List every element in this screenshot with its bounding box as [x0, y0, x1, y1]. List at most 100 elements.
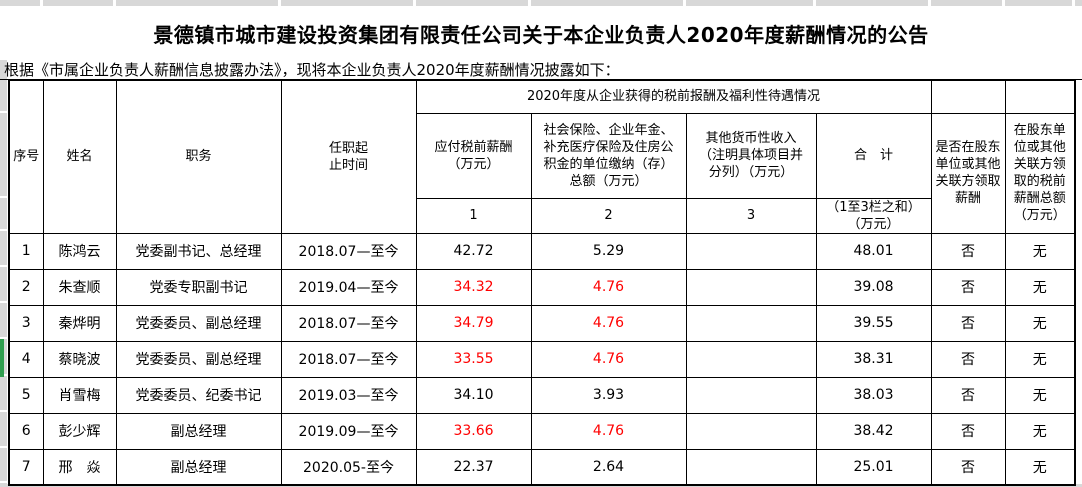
header-col-no-1: 1 [415, 197, 532, 234]
cell-tenure: 2020.05-至今 [280, 448, 417, 486]
header-empty-shareholder-paid [930, 79, 1006, 114]
cell-pretax: 34.32 [415, 268, 532, 306]
header-empty-shareholder-amount [1004, 79, 1076, 114]
header-col-no-2: 2 [530, 197, 687, 234]
cell-shareholder-amount: 无 [1004, 304, 1076, 342]
cell-shareholder-amount: 无 [1004, 268, 1076, 306]
cell-shareholder-amount: 无 [1004, 376, 1076, 414]
cell-other-income [685, 232, 817, 270]
cell-total: 25.01 [815, 448, 932, 486]
cell-shareholder-paid: 否 [930, 412, 1006, 450]
header-position: 职务 [115, 79, 282, 234]
intro-text: 根据《市属企业负责人薪酬信息披露办法》，现将本企业负责人2020年度薪酬情况披露… [4, 61, 620, 79]
cell-tenure: 2018.07—至今 [280, 340, 417, 378]
cell-name: 陈鸿云 [42, 232, 117, 270]
header-total: 合 计 [815, 112, 932, 199]
excel-top-gutter [0, 0, 1082, 6]
cell-insurance: 5.29 [530, 232, 687, 270]
header-col-no-3: 3 [685, 197, 817, 234]
cell-seq: 1 [8, 232, 44, 270]
cell-name: 邢 焱 [42, 448, 117, 486]
cell-other-income [685, 340, 817, 378]
cell-total: 38.03 [815, 376, 932, 414]
cell-pretax: 34.79 [415, 304, 532, 342]
cell-shareholder-amount: 无 [1004, 340, 1076, 378]
cell-shareholder-paid: 否 [930, 268, 1006, 306]
excel-row-gutter [0, 60, 7, 487]
cell-insurance: 2.64 [530, 448, 687, 486]
table-row: 7 邢 焱 副总经理 2020.05-至今 22.37 2.64 25.01 否… [8, 448, 1076, 486]
cell-total: 39.08 [815, 268, 932, 306]
cell-name: 蔡晓波 [42, 340, 117, 378]
cell-shareholder-paid: 否 [930, 340, 1006, 378]
cell-insurance: 4.76 [530, 412, 687, 450]
cell-tenure: 2019.04—至今 [280, 268, 417, 306]
header-other-income: 其他货币性收入 （注明具体项目并 分列）（万元） [685, 112, 817, 199]
cell-seq: 5 [8, 376, 44, 414]
header-band-2: 应付税前薪酬 （万元） 社会保险、企业年金、 补充医疗保险及住房公 积金的单位缴… [9, 112, 1076, 234]
cell-total: 39.55 [815, 304, 932, 342]
cell-pretax: 42.72 [415, 232, 532, 270]
table-row: 1 陈鸿云 党委副书记、总经理 2018.07—至今 42.72 5.29 48… [8, 232, 1076, 270]
header-pretax: 应付税前薪酬 （万元） [415, 112, 532, 199]
header-name: 姓名 [42, 79, 117, 234]
header-insurance: 社会保险、企业年金、 补充医疗保险及住房公 积金的单位缴纳（存） 总额（万元） [530, 112, 687, 199]
table-row: 6 彭少辉 副总经理 2019.09—至今 33.66 4.76 38.42 否… [8, 412, 1076, 450]
header-group-2020: 2020年度从企业获得的税前报酬及福利性待遇情况 [415, 79, 932, 114]
cell-position: 党委副书记、总经理 [115, 232, 282, 270]
cell-shareholder-amount: 无 [1004, 232, 1076, 270]
cell-name: 肖雪梅 [42, 376, 117, 414]
cell-tenure: 2018.07—至今 [280, 232, 417, 270]
header-shareholder-amount: 在股东单位或其他关联方领取的税前薪酬总额（万元） [1004, 112, 1076, 234]
cell-shareholder-paid: 否 [930, 304, 1006, 342]
cell-seq: 6 [8, 412, 44, 450]
cell-other-income [685, 304, 817, 342]
cell-position: 副总经理 [115, 448, 282, 486]
cell-other-income [685, 376, 817, 414]
cell-pretax: 33.55 [415, 340, 532, 378]
header-tenure: 任职起 止时间 [280, 79, 417, 234]
cell-shareholder-paid: 否 [930, 376, 1006, 414]
header-total-note: （1至3栏之和） （万元） [815, 197, 932, 234]
cell-tenure: 2018.07—至今 [280, 304, 417, 342]
cell-seq: 3 [8, 304, 44, 342]
cell-other-income [685, 448, 817, 486]
cell-other-income [685, 412, 817, 450]
cell-tenure: 2019.09—至今 [280, 412, 417, 450]
table-row: 3 秦烨明 党委委员、副总经理 2018.07—至今 34.79 4.76 39… [8, 304, 1076, 342]
cell-total: 38.31 [815, 340, 932, 378]
table-row: 2 朱查顺 党委专职副书记 2019.04—至今 34.32 4.76 39.0… [8, 268, 1076, 306]
header-band-3: 1 2 3 （1至3栏之和） （万元） [9, 197, 1075, 234]
cell-shareholder-amount: 无 [1004, 448, 1076, 486]
cell-insurance: 3.93 [530, 376, 687, 414]
cell-position: 党委委员、纪委书记 [115, 376, 282, 414]
cell-total: 38.42 [815, 412, 932, 450]
cell-seq: 2 [8, 268, 44, 306]
cell-position: 副总经理 [115, 412, 282, 450]
header-band-1: 序号 姓名 职务 任职起 止时间 2020年度从企业获得的税前报酬及福利性待遇情… [8, 79, 1076, 234]
cell-name: 彭少辉 [42, 412, 117, 450]
table-row: 5 肖雪梅 党委委员、纪委书记 2019.03—至今 34.10 3.93 38… [8, 376, 1076, 414]
cell-seq: 4 [8, 340, 44, 378]
cell-pretax: 22.37 [415, 448, 532, 486]
cell-name: 秦烨明 [42, 304, 117, 342]
cell-seq: 7 [8, 448, 44, 486]
cell-insurance: 4.76 [530, 340, 687, 378]
header-shareholder-paid: 是否在股东单位或其他关联方领取薪酬 [930, 112, 1006, 234]
salary-table: 序号 姓名 职务 任职起 止时间 2020年度从企业获得的税前报酬及福利性待遇情… [8, 79, 1077, 486]
table-row: 4 蔡晓波 党委委员、副总经理 2018.07—至今 33.55 4.76 38… [8, 340, 1076, 378]
cell-pretax: 34.10 [415, 376, 532, 414]
row-selection-marker [0, 339, 4, 377]
cell-total: 48.01 [815, 232, 932, 270]
cell-position: 党委委员、副总经理 [115, 304, 282, 342]
cell-shareholder-paid: 否 [930, 232, 1006, 270]
cell-tenure: 2019.03—至今 [280, 376, 417, 414]
cell-shareholder-amount: 无 [1004, 412, 1076, 450]
cell-other-income [685, 268, 817, 306]
cell-position: 党委委员、副总经理 [115, 340, 282, 378]
cell-insurance: 4.76 [530, 268, 687, 306]
cell-shareholder-paid: 否 [930, 448, 1006, 486]
cell-position: 党委专职副书记 [115, 268, 282, 306]
cell-insurance: 4.76 [530, 304, 687, 342]
